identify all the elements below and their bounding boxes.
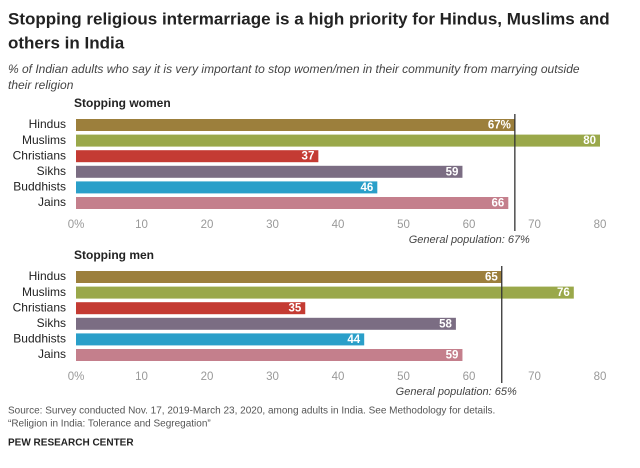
- x-tick-label: 50: [397, 371, 410, 383]
- x-tick-label: 80: [594, 371, 607, 383]
- value-label: 66: [492, 198, 505, 210]
- value-label: 59: [446, 350, 459, 362]
- category-label: Christians: [13, 300, 66, 314]
- value-label: 76: [557, 287, 570, 299]
- value-label: 65: [485, 272, 498, 284]
- value-label: 59: [446, 166, 459, 178]
- category-label: Buddhists: [13, 180, 66, 194]
- category-label: Hindus: [29, 117, 66, 131]
- title: others in India: [8, 33, 125, 52]
- category-label: Sikhs: [37, 164, 66, 178]
- bar: [76, 302, 306, 315]
- category-label: Buddhists: [13, 332, 66, 346]
- category-label: Muslims: [22, 133, 66, 147]
- x-tick-label: 50: [397, 219, 410, 231]
- bar: [76, 197, 509, 209]
- bar: [76, 349, 463, 361]
- category-label: Muslims: [22, 285, 66, 299]
- x-tick-label: 70: [528, 371, 541, 383]
- x-tick-label: 30: [266, 371, 279, 383]
- source: “Religion in India: Tolerance and Segreg…: [8, 419, 211, 430]
- title: Stopping religious intermarriage is a hi…: [8, 9, 610, 28]
- x-tick-label: 60: [463, 219, 476, 231]
- reference-label: General population: 67%: [409, 234, 530, 246]
- value-label: 67%: [488, 120, 511, 132]
- value-label: 46: [361, 182, 374, 194]
- x-tick-label: 10: [135, 219, 148, 231]
- x-tick-label: 20: [201, 371, 214, 383]
- bar: [76, 165, 463, 178]
- category-label: Jains: [38, 195, 66, 209]
- bar: [76, 333, 365, 346]
- bar: [76, 150, 319, 163]
- reference-label: General population: 65%: [396, 386, 517, 398]
- bar: [76, 286, 574, 299]
- category-label: Christians: [13, 148, 66, 162]
- x-tick-label: 0%: [68, 371, 85, 383]
- category-label: Jains: [38, 347, 66, 361]
- panel-title: Stopping men: [74, 248, 154, 262]
- bar: [76, 181, 378, 194]
- value-label: 58: [439, 318, 452, 330]
- x-tick-label: 10: [135, 371, 148, 383]
- category-label: Sikhs: [37, 316, 66, 330]
- source: Source: Survey conducted Nov. 17, 2019-M…: [8, 406, 495, 417]
- value-label: 80: [583, 135, 596, 147]
- value-label: 44: [347, 334, 360, 346]
- x-tick-label: 20: [201, 219, 214, 231]
- subtitle: their religion: [8, 78, 74, 92]
- x-tick-label: 60: [463, 371, 476, 383]
- bar: [76, 134, 600, 147]
- organization: PEW RESEARCH CENTER: [8, 438, 134, 449]
- x-tick-label: 40: [332, 219, 345, 231]
- x-tick-label: 80: [594, 219, 607, 231]
- value-label: 37: [302, 151, 315, 163]
- panel-title: Stopping women: [74, 96, 171, 110]
- bar: [76, 271, 502, 283]
- bar: [76, 317, 456, 330]
- x-tick-label: 70: [528, 219, 541, 231]
- subtitle: % of Indian adults who say it is very im…: [8, 62, 580, 76]
- x-tick-label: 30: [266, 219, 279, 231]
- x-tick-label: 0%: [68, 219, 85, 231]
- category-label: Hindus: [29, 269, 66, 283]
- x-tick-label: 40: [332, 371, 345, 383]
- value-label: 35: [288, 303, 301, 315]
- bar: [76, 119, 515, 131]
